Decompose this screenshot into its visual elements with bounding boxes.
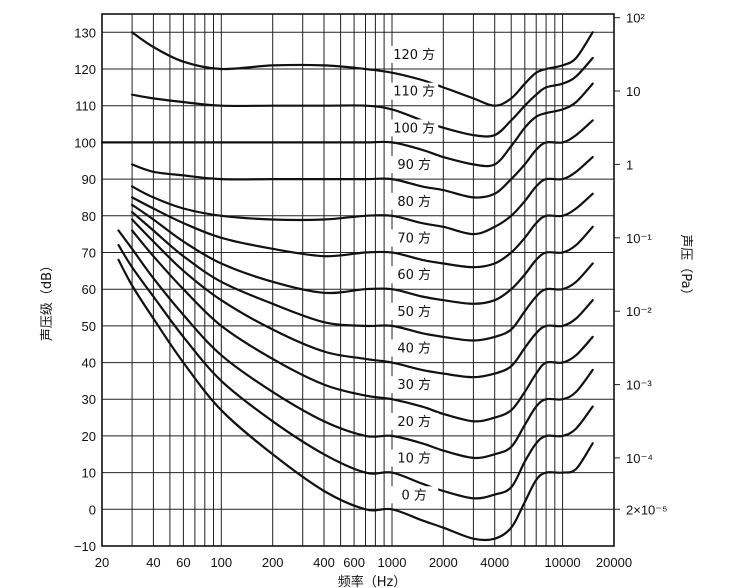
curve-label: 20 方 bbox=[397, 414, 431, 430]
loudness-curve bbox=[131, 211, 594, 342]
y-tick-label: −10 bbox=[74, 539, 96, 554]
y-tick-label: 110 bbox=[75, 99, 96, 114]
curve-label-background bbox=[390, 46, 439, 63]
x-axis-label: 频率（Hz） bbox=[338, 574, 407, 588]
x-tick-label: 20000 bbox=[596, 555, 632, 570]
y-tick-label: 10 bbox=[82, 466, 96, 481]
x-tick-label: 4000 bbox=[480, 555, 509, 570]
y2-tick-label: 10⁻¹ bbox=[626, 231, 652, 246]
axis-ticks: 20 40 60 100 200 400 600 1000 2000 4000 10000 20000… bbox=[74, 11, 668, 570]
y-tick-label: 70 bbox=[82, 246, 96, 261]
y2-axis-label: 声压（Pa） bbox=[678, 234, 693, 301]
y-tick-label: 40 bbox=[82, 356, 96, 371]
curve-label: 60 方 bbox=[397, 267, 431, 283]
curve-label: 120 方 bbox=[393, 47, 435, 63]
x-tick-label: 200 bbox=[262, 555, 284, 570]
curve-label: 0 方 bbox=[401, 487, 426, 503]
y-tick-label: 90 bbox=[82, 172, 96, 187]
loudness-curve bbox=[117, 229, 594, 460]
curve-label-background bbox=[390, 302, 439, 320]
curve-label-background bbox=[390, 82, 439, 100]
loudness-curve bbox=[100, 82, 594, 168]
y2-tick-label: 10⁻² bbox=[626, 304, 652, 319]
y2-tick-label: 2×10⁻⁵ bbox=[626, 502, 668, 517]
y2-tick-label: 10⁻⁴ bbox=[626, 451, 653, 466]
curve-label: 100 方 bbox=[393, 120, 435, 136]
y2-tick-label: 1 bbox=[626, 157, 633, 172]
loudness-curve bbox=[131, 56, 594, 138]
x-tick-label: 400 bbox=[313, 555, 335, 570]
y-tick-label: 0 bbox=[89, 502, 96, 517]
curve-label-background bbox=[390, 119, 439, 137]
curve-label-background bbox=[390, 156, 439, 174]
y-tick-label: 60 bbox=[82, 282, 96, 297]
y2-tick-label: 10⁻³ bbox=[626, 378, 652, 393]
curve-label-background bbox=[390, 229, 439, 247]
loudness-curve bbox=[117, 258, 594, 542]
loudness-curve bbox=[131, 218, 594, 379]
curve-label: 70 方 bbox=[397, 231, 431, 247]
loudness-curve bbox=[131, 192, 594, 269]
curve-label: 10 方 bbox=[397, 451, 431, 467]
curve-label: 80 方 bbox=[397, 194, 431, 210]
curve-label-background bbox=[390, 339, 439, 357]
y-tick-label: 80 bbox=[82, 209, 96, 224]
curve-label-background bbox=[390, 412, 439, 430]
curve-label: 90 方 bbox=[397, 157, 431, 173]
y2-tick-label: 10² bbox=[626, 11, 645, 26]
y-tick-label: 50 bbox=[82, 319, 96, 334]
equal-loudness-curves bbox=[100, 31, 594, 542]
y-axis-label: 声压级（dB） bbox=[40, 259, 55, 341]
loudness-curve bbox=[131, 203, 594, 305]
curve-label-background bbox=[390, 192, 439, 210]
x-tick-label: 1000 bbox=[378, 555, 407, 570]
y-tick-label: 30 bbox=[82, 392, 96, 407]
x-tick-label: 10000 bbox=[545, 555, 581, 570]
x-tick-label: 40 bbox=[146, 555, 160, 570]
curve-label-background bbox=[390, 376, 439, 394]
x-tick-label: 600 bbox=[343, 555, 365, 570]
plot-frame bbox=[101, 13, 615, 547]
y-tick-label: 130 bbox=[74, 25, 96, 40]
loudness-curve bbox=[131, 31, 594, 107]
curve-label-background bbox=[390, 486, 439, 504]
x-tick-label: 2000 bbox=[429, 555, 458, 570]
curve-label: 40 方 bbox=[397, 341, 431, 357]
curve-label: 30 方 bbox=[397, 377, 431, 393]
loudness-curve bbox=[131, 119, 594, 199]
y-tick-label: 120 bbox=[74, 62, 96, 77]
x-tick-label: 100 bbox=[210, 555, 232, 570]
curve-labels: 0 方 10 方 20 方 30 方 40 方 50 方 60 方 70 方 80 方 90 方 1… bbox=[390, 46, 439, 504]
loudness-curve bbox=[131, 156, 594, 236]
y-tick-label: 20 bbox=[82, 429, 96, 444]
loudness-curve bbox=[131, 229, 594, 423]
curve-label: 50 方 bbox=[397, 304, 431, 320]
y-tick-label: 100 bbox=[74, 135, 96, 150]
curve-label: 110 方 bbox=[393, 84, 435, 100]
curve-label-background bbox=[390, 266, 439, 284]
x-tick-label: 60 bbox=[176, 555, 190, 570]
curve-label-background bbox=[390, 449, 439, 467]
grid-lines bbox=[102, 14, 614, 546]
x-tick-label: 20 bbox=[95, 555, 109, 570]
y2-tick-label: 10 bbox=[626, 84, 640, 99]
